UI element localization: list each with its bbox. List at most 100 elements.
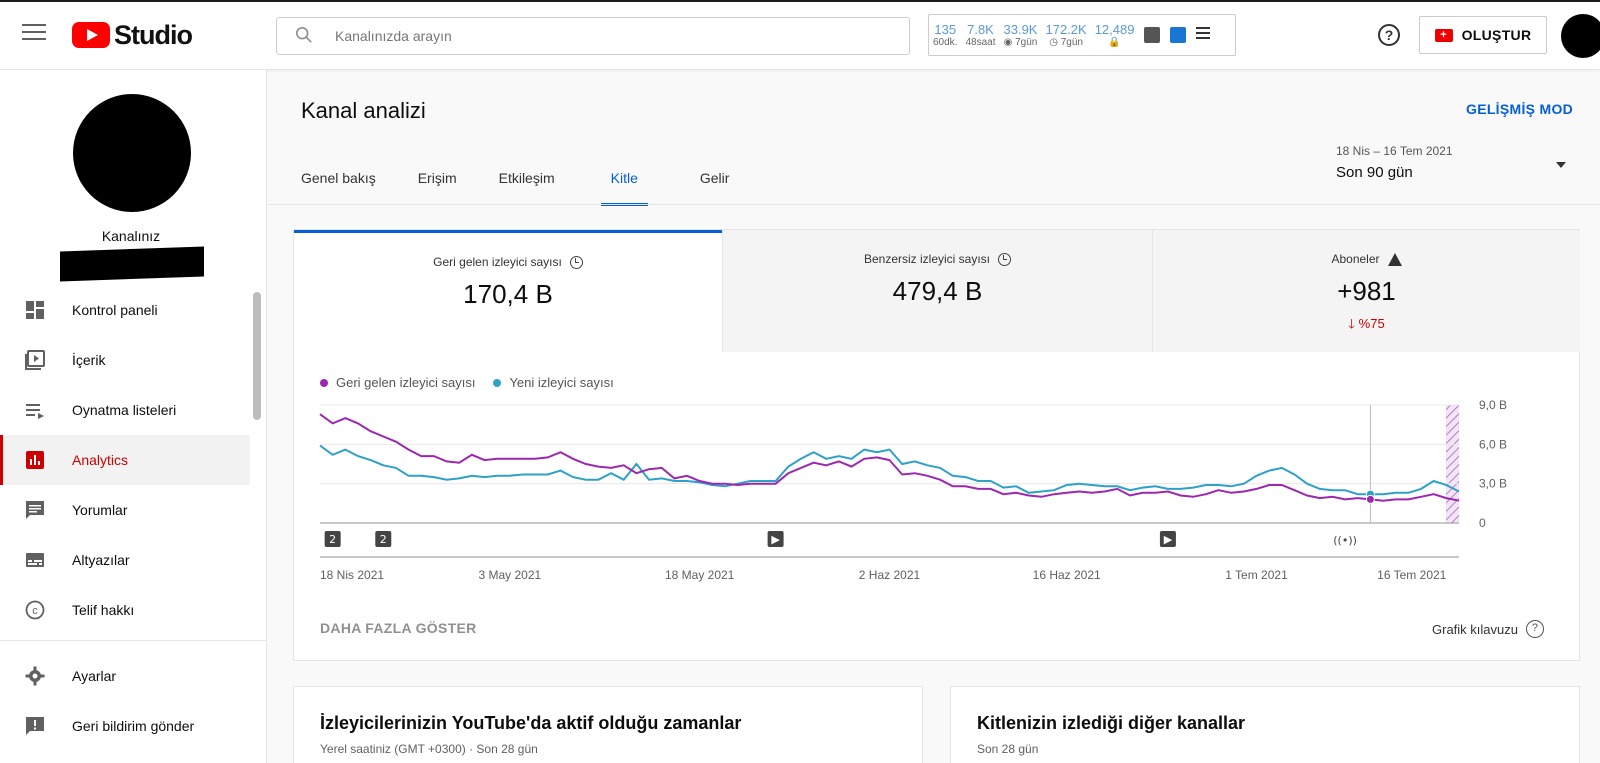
- legend-item-new[interactable]: Yeni izleyici sayısı: [493, 375, 614, 390]
- tab-engagement[interactable]: Etkileşim: [498, 170, 555, 186]
- sidebar-divider: [0, 640, 267, 641]
- sidebar-item-label: Oynatma listeleri: [72, 402, 177, 418]
- sidebar-nav: Kontrol paneli İçerik Oynatma listeleri …: [0, 285, 267, 751]
- extension-stats-bar[interactable]: 135 60dk. 7.8K 48saat 33.9K ◉ 7gün 172.2K ◷ …: [928, 14, 1236, 56]
- live-event-icon: ((•)): [1333, 534, 1357, 547]
- event-marker-label: 2: [329, 533, 336, 546]
- content-icon: [24, 349, 46, 371]
- sidebar-item-subtitles[interactable]: Altyazılar: [0, 535, 250, 585]
- menu-icon[interactable]: [22, 24, 46, 44]
- sidebar-item-settings[interactable]: Ayarlar: [0, 651, 250, 701]
- help-icon[interactable]: ?: [1378, 24, 1400, 46]
- extension-icon[interactable]: [1170, 27, 1187, 43]
- tab-audience[interactable]: Kitle: [600, 160, 649, 206]
- create-button[interactable]: + OLUŞTUR: [1419, 16, 1547, 54]
- legend-item-returning[interactable]: Geri gelen izleyici sayısı: [320, 375, 475, 390]
- sidebar-item-analytics[interactable]: Analytics: [0, 435, 250, 485]
- show-more-button[interactable]: DAHA FAZLA GÖSTER: [320, 620, 477, 636]
- dropdown-arrow-icon[interactable]: [1556, 162, 1566, 168]
- sidebar-item-playlists[interactable]: Oynatma listeleri: [0, 385, 250, 435]
- event-marker: [1159, 531, 1176, 547]
- active-times-card: İzleyicilerinizin YouTube'da aktif olduğ…: [293, 686, 923, 763]
- stat-watchtime-7d: 172.2K ◷ 7gün: [1045, 21, 1087, 48]
- sidebar-item-label: Yorumlar: [72, 502, 128, 518]
- tab-revenue[interactable]: Gelir: [699, 170, 730, 186]
- account-avatar[interactable]: [1561, 14, 1600, 58]
- sidebar-item-label: Kontrol paneli: [72, 302, 158, 318]
- sidebar-item-feedback[interactable]: Geri bildirim gönder: [0, 701, 250, 751]
- x-tick-label: 18 Nis 2021: [320, 568, 384, 582]
- tab-reach[interactable]: Erişim: [417, 170, 457, 186]
- sidebar-scrollbar[interactable]: [253, 292, 261, 420]
- metric-label: Geri gelen izleyici sayısı: [433, 255, 562, 269]
- copyright-icon: c: [24, 599, 46, 621]
- sidebar-item-dashboard[interactable]: Kontrol paneli: [0, 285, 250, 335]
- sidebar-item-label: İçerik: [72, 352, 106, 368]
- date-range-selector[interactable]: 18 Nis – 16 Tem 2021 Son 90 gün: [1336, 144, 1453, 181]
- arrow-down-icon: 🡓: [1348, 316, 1359, 331]
- feedback-icon: [24, 715, 46, 737]
- search-input[interactable]: [335, 26, 875, 46]
- sidebar-item-label: Telif hakkı: [72, 602, 135, 618]
- event-marker-label: ▶: [771, 533, 780, 546]
- channel-label: Kanalınız: [101, 228, 161, 244]
- chart-legend: Geri gelen izleyici sayısı Yeni izleyici…: [320, 375, 632, 390]
- metric-returning-viewers[interactable]: Geri gelen izleyici sayısı 170,4 B: [294, 230, 722, 352]
- legend-dot: [493, 378, 502, 387]
- studio-wordmark: Studio: [114, 19, 193, 50]
- create-label: OLUŞTUR: [1461, 27, 1532, 43]
- advanced-mode-button[interactable]: GELİŞMİŞ MOD: [1466, 101, 1574, 117]
- svg-text:c: c: [32, 605, 38, 617]
- x-tick-label: 3 May 2021: [478, 568, 541, 582]
- youtube-play-icon: [72, 22, 110, 48]
- series-line-returning: [319, 413, 1460, 502]
- analytics-tabs: Genel bakış Erişim Etkileşim Kitle Gelir: [301, 160, 730, 206]
- y-tick-label: 0: [1479, 516, 1486, 530]
- series-point: [1365, 494, 1375, 504]
- clock-icon: [998, 252, 1012, 266]
- x-tick-label: 2 Haz 2021: [859, 568, 921, 582]
- metric-delta: 🡓 %75: [1348, 316, 1385, 331]
- stat-subscribers: 12,489 🔒: [1094, 21, 1135, 48]
- tab-overview[interactable]: Genel bakış: [301, 170, 376, 186]
- window-top-border: [0, 0, 1600, 2]
- event-marker-label: 2: [380, 533, 387, 546]
- menu-list-icon[interactable]: [1196, 27, 1211, 43]
- sidebar-item-label: Ayarlar: [72, 668, 117, 684]
- legend-dot: [320, 378, 328, 387]
- metric-subscribers[interactable]: Aboneler +981 🡓 %75: [1152, 230, 1580, 352]
- metric-value: 170,4 B: [463, 279, 553, 309]
- settings-icon: [24, 665, 46, 687]
- channel-avatar[interactable]: [73, 94, 191, 212]
- subtitles-icon: [24, 549, 46, 571]
- stat-48h: 7.8K 48saat: [965, 21, 996, 48]
- camera-plus-icon: +: [1434, 28, 1453, 42]
- sidebar-item-comments[interactable]: Yorumlar: [0, 485, 250, 535]
- tabs-divider: [268, 204, 1600, 205]
- chart-icon[interactable]: [1144, 27, 1161, 43]
- audience-line-chart[interactable]: 0 3,0 B 6,0 B 9,0 B 2 2 ▶ ▶ ((•)) 18 Nis 2021 3 Ma…: [294, 390, 1581, 630]
- projection-area: [1446, 405, 1459, 523]
- y-tick-label: 6,0 B: [1479, 437, 1507, 451]
- metric-unique-viewers[interactable]: Benzersiz izleyici sayısı 479,4 B: [722, 230, 1152, 352]
- card-title: Kitlenizin izlediği diğer kanallar: [977, 713, 1246, 733]
- search-icon: [295, 26, 312, 43]
- sidebar-item-label: Geri bildirim gönder: [72, 718, 195, 734]
- warning-icon: [1387, 252, 1402, 266]
- date-range-text: 18 Nis – 16 Tem 2021: [1336, 144, 1453, 158]
- stat-60min: 135 60dk.: [933, 21, 958, 48]
- x-tick-label: 18 May 2021: [665, 568, 735, 582]
- x-tick-label: 1 Tem 2021: [1225, 568, 1288, 582]
- metric-label: Benzersiz izleyici sayısı: [863, 252, 991, 266]
- other-channels-card: Kitlenizin izlediği diğer kanallar Son 2…: [950, 686, 1580, 763]
- studio-logo[interactable]: Studio: [72, 19, 193, 50]
- sidebar-item-content[interactable]: İçerik: [0, 335, 250, 385]
- chart-guide-link[interactable]: Grafik kılavuzu?: [1432, 620, 1544, 638]
- sidebar-item-copyright[interactable]: c Telif hakkı: [0, 585, 250, 635]
- sidebar-item-label: Altyazılar: [72, 552, 130, 568]
- y-tick-label: 9,0 B: [1479, 398, 1507, 412]
- metric-value: +981: [1337, 276, 1396, 306]
- page-title: Kanal analizi: [301, 98, 426, 123]
- search-box[interactable]: [276, 17, 910, 55]
